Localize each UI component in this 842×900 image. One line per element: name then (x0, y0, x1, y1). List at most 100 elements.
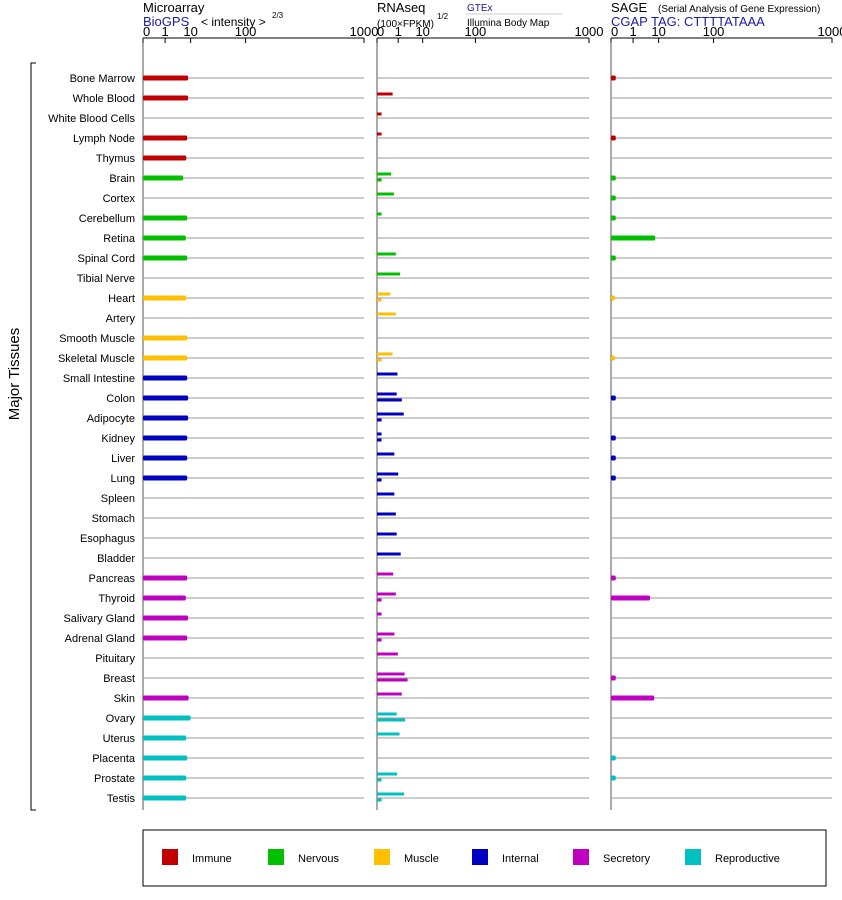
bar-rnaseq-illumina-body-map (377, 718, 405, 722)
bar-microarray (143, 375, 188, 381)
bar-microarray (143, 135, 188, 141)
bar-rnaseq-gtex (377, 552, 401, 556)
bar-microarray (143, 635, 188, 641)
bar-rnaseq-illumina-body-map (377, 398, 402, 402)
bar-microarray (143, 155, 187, 161)
bar-rnaseq-gtex (377, 392, 397, 396)
tissue-label: Cerebellum (79, 213, 135, 225)
bar-microarray (143, 215, 188, 221)
bar-sage (611, 475, 616, 481)
legend-label: Internal (502, 853, 539, 865)
bar-rnaseq-illumina-body-map (377, 778, 382, 782)
microarray-note-exponent: 2/3 (272, 11, 284, 20)
bar-rnaseq-gtex (377, 372, 398, 376)
bar-rnaseq-gtex (377, 252, 396, 256)
legend-label: Muscle (404, 853, 439, 865)
bar-rnaseq-illumina-body-map (377, 638, 382, 642)
bar-microarray (143, 755, 188, 761)
bar-rnaseq-gtex (377, 652, 398, 656)
tissue-label: Prostate (94, 773, 135, 785)
axis-tick-label: 0 (611, 24, 618, 39)
bar-rnaseq-gtex (377, 312, 396, 316)
bar-rnaseq-gtex (377, 792, 405, 796)
bar-microarray (143, 255, 188, 261)
bar-rnaseq-gtex (377, 472, 399, 476)
legend-swatch (573, 849, 589, 865)
tissue-label: Thymus (96, 153, 136, 165)
legend-swatch (374, 849, 390, 865)
microarray-header: Microarray BioGPS < intensity > 2/3 (143, 0, 284, 29)
tissue-label: Pituitary (95, 653, 135, 665)
axis-tick-label: 0 (377, 24, 384, 39)
bar-microarray (143, 455, 188, 461)
bar-rnaseq-gtex (377, 292, 391, 296)
bar-sage (611, 195, 616, 201)
bar-rnaseq-illumina-body-map (377, 798, 382, 802)
major-tissues-label: Major Tissues (6, 328, 23, 421)
bar-rnaseq-gtex (377, 492, 395, 496)
tissue-label: Breast (103, 673, 135, 685)
tissue-label: Esophagus (80, 533, 136, 545)
bar-rnaseq-gtex (377, 532, 397, 536)
bar-microarray (143, 475, 188, 481)
bar-microarray (143, 75, 189, 81)
tissue-label: Retina (103, 233, 136, 245)
axis-tick-label: 100 (235, 24, 257, 39)
bar-microarray (143, 335, 188, 341)
bar-microarray (143, 355, 188, 361)
axis-tick-label: 10 (415, 24, 429, 39)
rnaseq-title: RNAseq (377, 0, 425, 15)
bar-microarray (143, 175, 184, 181)
bar-microarray (143, 395, 189, 401)
bar-rnaseq-gtex (377, 692, 402, 696)
bar-rnaseq-illumina-body-map (377, 418, 382, 422)
bar-rnaseq-gtex (377, 92, 393, 96)
major-tissues-bracket: Major Tissues (6, 62, 36, 811)
tissue-label: Thyroid (98, 593, 135, 605)
bar-rnaseq-gtex (377, 272, 401, 276)
legend-label: Secretory (603, 853, 651, 865)
legend-swatch (268, 849, 284, 865)
tissue-label: Heart (108, 293, 135, 305)
tissue-label: Smooth Muscle (59, 333, 135, 345)
bar-sage (611, 255, 616, 261)
bar-microarray (143, 595, 186, 601)
microarray-title: Microarray (143, 0, 205, 15)
rnaseq-subtitle-exponent: 1/2 (437, 12, 449, 21)
axis-tick-label: 10 (183, 24, 197, 39)
sage-header: SAGE (Serial Analysis of Gene Expression… (611, 0, 820, 29)
bar-rnaseq-gtex (377, 592, 396, 596)
tissue-label: Spleen (101, 493, 135, 505)
sage-title-note: (Serial Analysis of Gene Expression) (658, 4, 820, 15)
bar-microarray (143, 775, 187, 781)
bar-rnaseq-gtex (377, 732, 400, 736)
bar-rnaseq-gtex (377, 132, 382, 136)
rnaseq-source-secondary: Illumina Body Map (467, 18, 550, 29)
axis-tick-label: 1000 (575, 24, 604, 39)
axis-tick-label: 100 (703, 24, 725, 39)
bar-sage (611, 675, 616, 681)
tissue-label: Spinal Cord (78, 253, 135, 265)
bar-rnaseq-gtex (377, 612, 382, 616)
bar-sage (611, 215, 616, 221)
bar-rnaseq-illumina-body-map (377, 438, 382, 442)
bar-sage (611, 575, 616, 581)
legend-swatch (472, 849, 488, 865)
tissue-label: Pancreas (89, 573, 136, 585)
rnaseq-subtitle: (100×FPKM) (377, 19, 434, 30)
bar-rnaseq-gtex (377, 572, 394, 576)
axis-tick-label: 100 (465, 24, 487, 39)
axis-tick-label: 0 (143, 24, 150, 39)
bar-sage (611, 135, 616, 141)
bar-rnaseq-gtex (377, 712, 397, 716)
bar-rnaseq-gtex (377, 452, 395, 456)
bar-microarray (143, 95, 189, 101)
bar-sage (611, 355, 615, 361)
tissue-label: Uterus (103, 733, 136, 745)
legend-swatch (685, 849, 701, 865)
axis-tick-label: 1000 (350, 24, 379, 39)
microarray-note: < intensity > (201, 15, 266, 29)
tissue-label: Artery (106, 313, 136, 325)
tissue-label: Testis (107, 793, 136, 805)
